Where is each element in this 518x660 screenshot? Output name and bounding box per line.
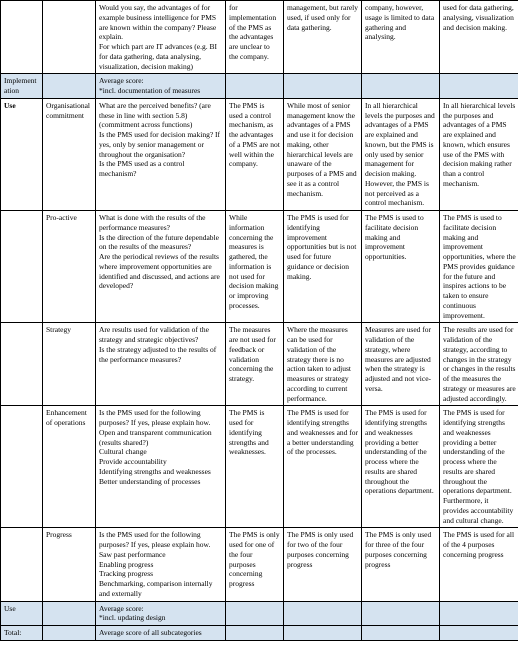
table-row: Would you say, the advantages of for exa… (1, 1, 518, 74)
cell-level3: Measures are used for validation of the … (362, 323, 440, 406)
cell-level4: The results are used for validation of t… (440, 323, 518, 406)
cell-subcategory (43, 1, 96, 74)
cell-level4: The PMS is used for identifying strength… (440, 406, 518, 528)
cell-questions: What is done with the results of the per… (96, 211, 226, 323)
cell-empty (440, 74, 518, 99)
cell-empty (284, 626, 362, 641)
cell-level1: for implementation of the PMS as the adv… (226, 1, 284, 74)
cell-questions: What are the perceived benefits? (are th… (96, 98, 226, 210)
cell-subcategory: Organisational commitment (43, 98, 96, 210)
table-row: Use Organisational commitment What are t… (1, 98, 518, 210)
table-row-total: Total: Average score of all subcategorie… (1, 626, 518, 641)
avg-note: *incl. updating design (99, 613, 165, 622)
cell-level3: The PMS is used to facilitate decision m… (362, 211, 440, 323)
cell-category: Implementation (1, 74, 43, 99)
cell-level3: company, however, usage is limited to da… (362, 1, 440, 74)
cell-questions: Is the PMS used for the following purpos… (96, 406, 226, 528)
cell-category: Use (1, 98, 43, 210)
cell-category: Total: (1, 626, 43, 641)
cell-subcategory: Pro-active (43, 211, 96, 323)
cell-empty (43, 626, 96, 641)
cell-level3: In all hierarchical levels the purposes … (362, 98, 440, 210)
avg-label: Average score: (99, 604, 144, 613)
cell-category (1, 528, 43, 601)
table-row-summary: Use Average score: *incl. updating desig… (1, 601, 518, 626)
avg-note: *incl. documentation of measures (99, 86, 200, 95)
cell-level1: While information concerning the measure… (226, 211, 284, 323)
cell-questions: Are results used for validation of the s… (96, 323, 226, 406)
table-row: Strategy Are results used for validation… (1, 323, 518, 406)
cell-avg: Average score: *incl. documentation of m… (96, 74, 226, 99)
cell-empty (226, 601, 284, 626)
cell-subcategory: Strategy (43, 323, 96, 406)
cell-level3: The PMS is used for identifying strength… (362, 406, 440, 528)
table-row-summary: Implementation Average score: *incl. doc… (1, 74, 518, 99)
cell-category (1, 1, 43, 74)
cell-level1: The PMS is used for identifying strength… (226, 406, 284, 528)
cell-level2: Where the measures can be used for valid… (284, 323, 362, 406)
cell-level2: The PMS is only used for two of the four… (284, 528, 362, 601)
maturity-table: Would you say, the advantages of for exa… (0, 0, 518, 641)
cell-empty (440, 626, 518, 641)
cell-level2: The PMS is used for identifying improvem… (284, 211, 362, 323)
cell-questions: Would you say, the advantages of for exa… (96, 1, 226, 74)
cell-empty (226, 626, 284, 641)
cell-level2: management, but rarely used, if used onl… (284, 1, 362, 74)
cell-empty (43, 74, 96, 99)
cell-empty (440, 601, 518, 626)
cell-level1: The PMS is only used for one of the four… (226, 528, 284, 601)
cell-total-label: Average score of all subcategories (96, 626, 226, 641)
cell-level4: The PMS is used to facilitate decision m… (440, 211, 518, 323)
cell-questions: Is the PMS used for the following purpos… (96, 528, 226, 601)
cell-empty (284, 74, 362, 99)
cell-level3: The PMS is only used for three of the fo… (362, 528, 440, 601)
cell-subcategory: Enhancement of operations (43, 406, 96, 528)
cell-level2: While most of senior management know the… (284, 98, 362, 210)
cell-level2: The PMS is used for identifying strength… (284, 406, 362, 528)
table-row: Enhancement of operations Is the PMS use… (1, 406, 518, 528)
cell-avg: Average score: *incl. updating design (96, 601, 226, 626)
cell-empty (226, 74, 284, 99)
cell-category (1, 211, 43, 323)
cell-category (1, 323, 43, 406)
cell-subcategory: Progress (43, 528, 96, 601)
cell-category (1, 406, 43, 528)
table-row: Pro-active What is done with the results… (1, 211, 518, 323)
cell-empty (362, 601, 440, 626)
cell-level1: The measures are not used for feedback o… (226, 323, 284, 406)
cell-level4: In all hierarchical levels the purposes … (440, 98, 518, 210)
cell-category: Use (1, 601, 43, 626)
cell-level1: The PMS is used a control mechanism, as … (226, 98, 284, 210)
table-row: Progress Is the PMS used for the followi… (1, 528, 518, 601)
cell-empty (43, 601, 96, 626)
cell-level4: used for data gathering, analysing, visu… (440, 1, 518, 74)
cell-level4: The PMS is used for all of the 4 purpose… (440, 528, 518, 601)
avg-label: Average score: (99, 76, 144, 85)
cell-empty (284, 601, 362, 626)
cell-empty (362, 74, 440, 99)
cell-empty (362, 626, 440, 641)
